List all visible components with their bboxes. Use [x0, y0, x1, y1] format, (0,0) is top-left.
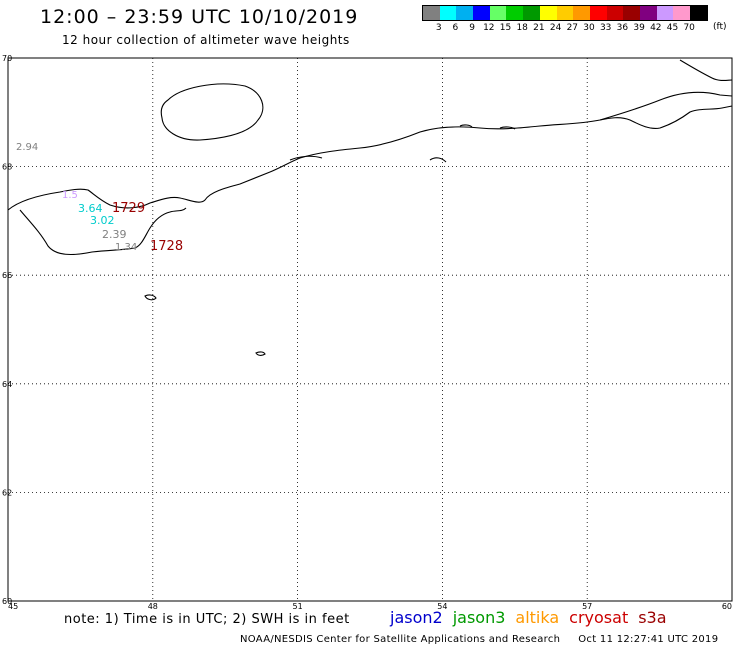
- islet-1: [144, 294, 157, 301]
- legend-tick: 12: [483, 23, 495, 33]
- lat-label: 70: [2, 54, 12, 63]
- satellite-jason2: jason2: [390, 608, 443, 627]
- longitude-labels: 45 48 51 54 57 60: [8, 602, 732, 611]
- satellite-altika: altika: [515, 608, 560, 627]
- legend-tick: 27: [566, 23, 579, 33]
- latitude-labels: 70 68 66 64 62 60: [2, 54, 12, 606]
- islet-5: [429, 157, 447, 163]
- coastline-northeast: [599, 105, 733, 129]
- coastline-island: [160, 83, 264, 141]
- observation-label: 1729: [112, 201, 145, 216]
- islet-6: [289, 155, 323, 161]
- lon-label: 60: [722, 602, 732, 611]
- satellite-jason3: jason3: [452, 608, 506, 627]
- observation-label: 2.39: [102, 228, 127, 241]
- coastlines: [7, 59, 733, 356]
- graticule: [8, 58, 732, 601]
- legend-tick: 21: [533, 23, 545, 33]
- lon-label: 57: [582, 602, 592, 611]
- legend-swatch-15: [673, 6, 690, 20]
- legend-swatch-2: [456, 6, 474, 20]
- lat-label: 62: [2, 488, 12, 497]
- color-scale-swatches: [422, 5, 708, 21]
- legend-tick: 42: [650, 23, 662, 33]
- lon-label: 54: [437, 602, 447, 611]
- legend-swatch-8: [556, 6, 574, 20]
- lon-label: 45: [8, 602, 18, 611]
- observation-label: 1.5: [62, 190, 78, 201]
- satellite-s3a: s3a: [638, 608, 667, 627]
- footer-credit: NOAA/NESDIS Center for Satellite Applica…: [240, 634, 561, 645]
- legend-swatch-16: [690, 6, 707, 20]
- legend-swatch-9: [573, 6, 590, 20]
- satellite-cryosat: cryosat: [569, 608, 629, 627]
- lat-label: 64: [2, 380, 12, 389]
- legend-swatch-14: [656, 6, 674, 20]
- map-frame: [7, 57, 733, 602]
- observation-label: 3.64: [78, 202, 103, 215]
- legend-swatch-7: [539, 6, 557, 20]
- legend-tick: 15: [499, 23, 512, 33]
- legend-swatch-4: [489, 6, 507, 20]
- legend-tick: 33: [599, 23, 612, 33]
- legend-unit: (ft): [713, 22, 727, 32]
- lon-label: 51: [293, 602, 303, 611]
- legend-swatch-6: [523, 6, 540, 20]
- coastline-north: [679, 59, 733, 82]
- legend-swatch-0: [423, 6, 440, 20]
- coastline-peninsula: [19, 207, 187, 256]
- islet-2: [255, 351, 266, 356]
- legend-tick: 70: [683, 23, 695, 33]
- legend-swatch-13: [639, 6, 657, 20]
- observation-label: 1728: [150, 239, 183, 254]
- legend-tick: 30: [583, 23, 595, 33]
- legend-swatch-1: [439, 6, 457, 20]
- legend-tick: 39: [633, 23, 645, 33]
- color-scale-legend: 3 6 9 12 15 18 21 24 27 30 33 36 39 42 45 70: [422, 5, 708, 35]
- satellite-legend: jason2 jason3 altika cryosat s3a: [390, 608, 677, 627]
- legend-swatch-3: [473, 6, 490, 20]
- observation-label: 1.34: [115, 242, 137, 253]
- lat-label: 68: [2, 163, 12, 172]
- legend-tick: 9: [469, 23, 475, 33]
- legend-tick: 3: [435, 23, 442, 33]
- islet-4: [459, 124, 473, 128]
- legend-tick: 36: [616, 23, 629, 33]
- legend-tick: 45: [666, 23, 679, 33]
- legend-swatch-11: [606, 6, 624, 20]
- islet-3: [499, 126, 516, 130]
- legend-swatch-5: [506, 6, 524, 20]
- legend-swatch-10: [589, 6, 607, 20]
- map-subtitle: 12 hour collection of altimeter wave hei…: [62, 33, 350, 47]
- legend-swatch-12: [623, 6, 640, 20]
- footer: NOAA/NESDIS Center for Satellite Applica…: [240, 634, 718, 645]
- map-title: 12:00 – 23:59 UTC 10/10/2019: [40, 6, 359, 28]
- legend-tick: 18: [516, 23, 528, 33]
- lon-label: 48: [148, 602, 158, 611]
- legend-tick: 6: [452, 23, 459, 33]
- legend-tick: 24: [549, 23, 562, 33]
- footer-timestamp: Oct 11 12:27:41 UTC 2019: [578, 634, 719, 645]
- observation-label: 2.94: [16, 142, 38, 153]
- note-text: note: 1) Time is in UTC; 2) SWH is in fe…: [64, 612, 350, 627]
- lat-label: 60: [2, 597, 12, 606]
- observation-label: 3.02: [90, 214, 115, 227]
- coastline-greenland-east: [7, 91, 733, 211]
- lat-label: 66: [2, 271, 12, 280]
- color-scale-ticks: 3 6 9 12 15 18 21 24 27 30 33 36 39 42 45 70: [422, 23, 708, 35]
